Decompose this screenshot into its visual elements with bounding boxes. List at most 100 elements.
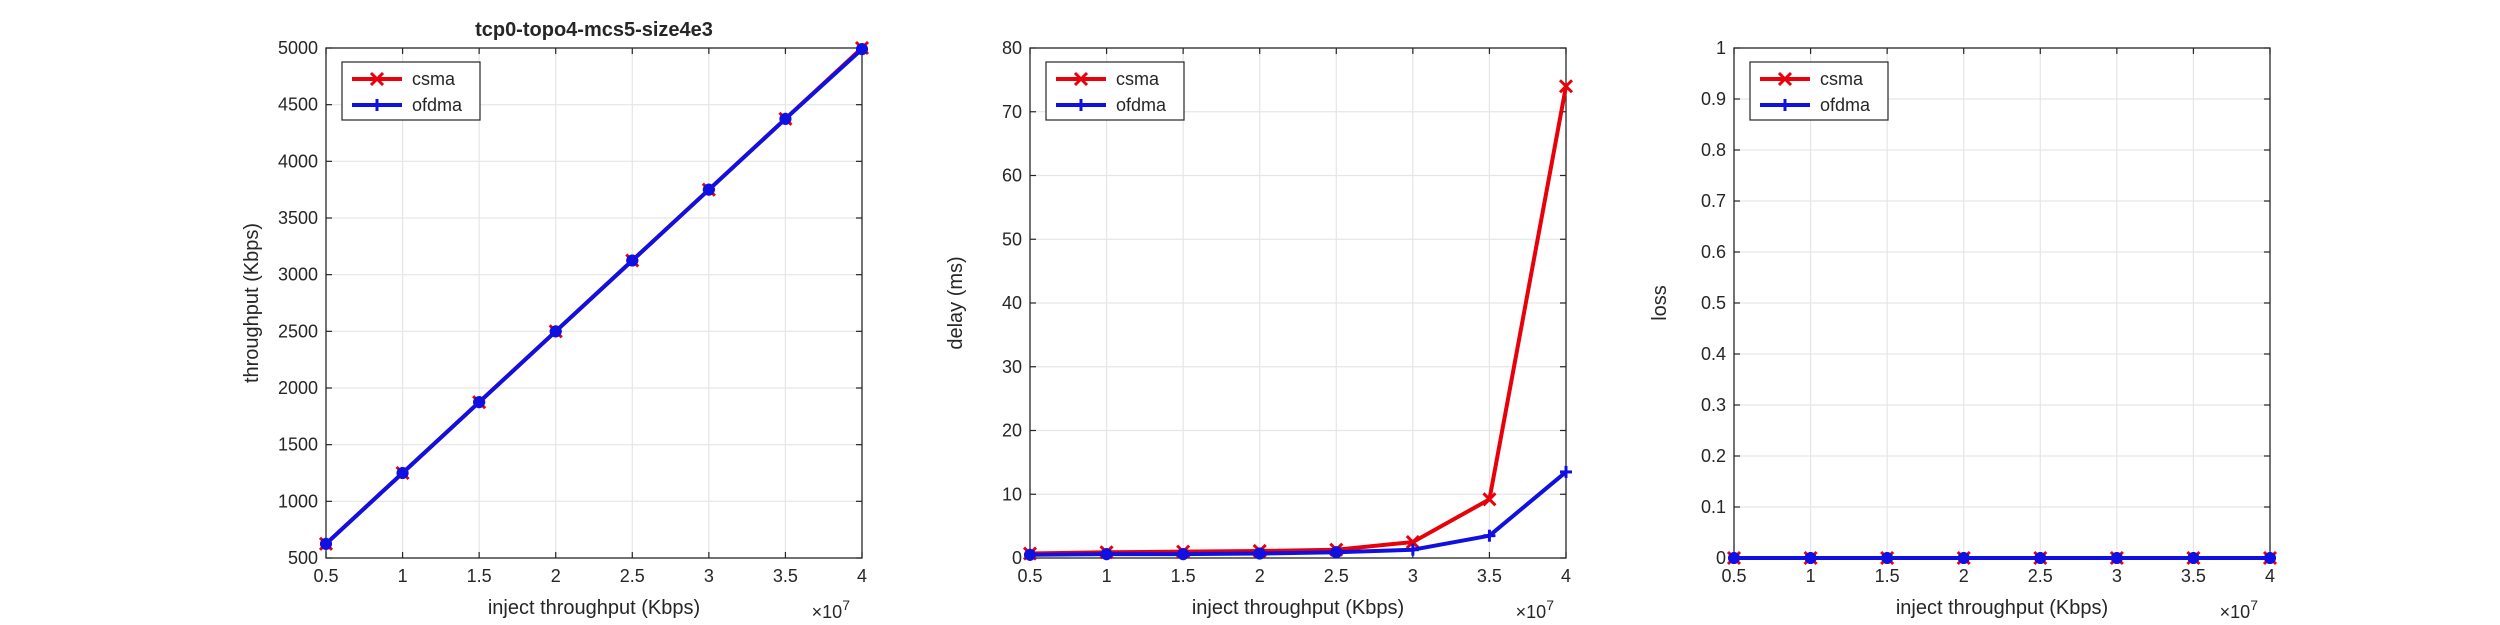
x-tick-label: 4: [857, 566, 867, 586]
legend-label: csma: [1116, 69, 1160, 89]
legend-marker: [1073, 71, 1089, 87]
x-axis-label: inject throughput (Kbps): [1192, 597, 1404, 619]
legend-entry-csma: csma: [1760, 69, 1864, 89]
x-exponent-power: 7: [2250, 597, 2258, 613]
overlap-point: [2187, 552, 2200, 564]
grid: [326, 48, 862, 558]
y-tick-label: 0.4: [1701, 344, 1726, 364]
chart-panel-1: 0.5 1 1.5 2 2.5 3 3.5 4500100015002000250030003…: [241, 19, 870, 622]
data-point-ofdma: [1483, 529, 1496, 542]
legend-entry-ofdma: ofdma: [352, 95, 463, 115]
y-tick-label: 30: [1002, 357, 1022, 377]
overlap-point: [1728, 552, 1740, 564]
overlap-point: [2034, 552, 2047, 564]
y-tick-label: 3000: [278, 265, 318, 285]
x-tick-label: 1.5: [467, 566, 492, 586]
y-tick-label: 0.8: [1701, 140, 1726, 160]
x-tick-label: 2: [551, 566, 561, 586]
legend-label: ofdma: [1116, 95, 1167, 115]
data-point-csma: [1558, 79, 1574, 94]
y-tick-label: 40: [1002, 293, 1022, 313]
overlap-point: [1957, 552, 1970, 564]
legend-entry-csma: csma: [1056, 69, 1160, 89]
x-exponent-power: 7: [1546, 597, 1554, 613]
series-line-ofdma: [1029, 470, 1568, 557]
legend-label: ofdma: [412, 95, 463, 115]
x-exponent-label: ×107: [812, 597, 851, 622]
y-tick-label: 0.5: [1701, 293, 1726, 313]
overlap-point: [702, 183, 715, 196]
y-tick-label: 60: [1002, 166, 1022, 186]
legend-box: [341, 61, 481, 121]
x-exponent-power: 7: [842, 597, 850, 613]
overlap-point: [1253, 547, 1266, 560]
overlap-point: [396, 467, 409, 479]
chart-panel-2: 0.5 1 1.5 2 2.5 3 3.5 401020304050607080×107inj…: [945, 38, 1574, 622]
overlap-point: [2110, 552, 2123, 564]
overlap-point: [1881, 552, 1894, 564]
overlap-point: [626, 254, 639, 267]
x-exponent-base: ×10: [1516, 602, 1547, 622]
legend-entry-csma: csma: [352, 69, 456, 89]
overlap-point: [549, 325, 562, 338]
overlap-point: [779, 112, 792, 125]
legend-label: csma: [1820, 69, 1864, 89]
y-tick-label: 0: [1012, 548, 1022, 568]
overlap-point: [1804, 552, 1817, 564]
y-axis-label: throughput (Kbps): [241, 223, 263, 383]
legend-label: ofdma: [1820, 95, 1871, 115]
data-point-ofdma: [1560, 465, 1572, 478]
x-tick-label: 1: [398, 566, 408, 586]
x-tick-label: 1: [1806, 566, 1816, 586]
x-tick-label: 3.5: [2181, 566, 2206, 586]
legend: csma ofdma: [341, 61, 481, 121]
x-tick-label: 4: [1561, 566, 1571, 586]
marker-stroke: [1405, 535, 1420, 550]
legend: csma ofdma: [1045, 61, 1185, 121]
y-tick-label: 0: [1716, 548, 1726, 568]
x-tick-label: 3.5: [1477, 566, 1502, 586]
y-axis-label: loss: [1649, 285, 1671, 321]
x-tick-label: 1.5: [1875, 566, 1900, 586]
data-point-csma: [1405, 535, 1420, 550]
series-line-ofdma: [324, 47, 864, 546]
legend-entry-ofdma: ofdma: [1056, 95, 1167, 115]
x-axis-label: inject throughput (Kbps): [1896, 597, 2108, 619]
x-tick-label: 2.5: [1324, 566, 1349, 586]
y-tick-label: 0.2: [1701, 446, 1726, 466]
overlap-point: [2264, 552, 2276, 564]
x-tick-label: 1: [1102, 566, 1112, 586]
legend-marker: [1777, 71, 1793, 87]
overlap-point: [1330, 546, 1343, 559]
y-tick-label: 1500: [278, 435, 318, 455]
x-tick-label: 1.5: [1171, 566, 1196, 586]
x-exponent-base: ×10: [812, 602, 843, 622]
y-tick-label: 70: [1002, 102, 1022, 122]
legend-box: [1749, 61, 1889, 121]
grid: [1734, 48, 2270, 558]
y-tick-label: 0.3: [1701, 395, 1726, 415]
x-tick-label: 2: [1255, 566, 1265, 586]
data-point-csma: [1482, 492, 1497, 507]
x-tick-label: 3: [704, 566, 714, 586]
y-tick-label: 0.6: [1701, 242, 1726, 262]
series-line-csma: [1029, 85, 1568, 556]
data-point-ofdma: [1406, 543, 1419, 556]
x-tick-label: 3: [2112, 566, 2122, 586]
x-exponent-label: ×107: [1516, 597, 1555, 622]
overlap-point: [1024, 548, 1036, 561]
y-tick-label: 4500: [278, 95, 318, 115]
x-tick-label: 0.5: [1017, 566, 1042, 586]
x-tick-label: 2.5: [620, 566, 645, 586]
x-tick-label: 2: [1959, 566, 1969, 586]
y-tick-label: 20: [1002, 421, 1022, 441]
y-tick-label: 0.1: [1701, 497, 1726, 517]
chart-title: tcp0-topo4-mcs5-size4e3: [475, 19, 713, 41]
grid: [1030, 48, 1566, 558]
x-exponent-label: ×107: [2220, 597, 2259, 622]
x-tick-label: 0.5: [1721, 566, 1746, 586]
x-tick-label: 4: [2265, 566, 2275, 586]
legend-marker: [369, 71, 385, 87]
chart-panel-3: 0.5 1 1.5 2 2.5 3 3.5 4 0 0.1 0.2 0.3 0.4 0.5 0.6 0.7 0.…: [1649, 38, 2278, 622]
